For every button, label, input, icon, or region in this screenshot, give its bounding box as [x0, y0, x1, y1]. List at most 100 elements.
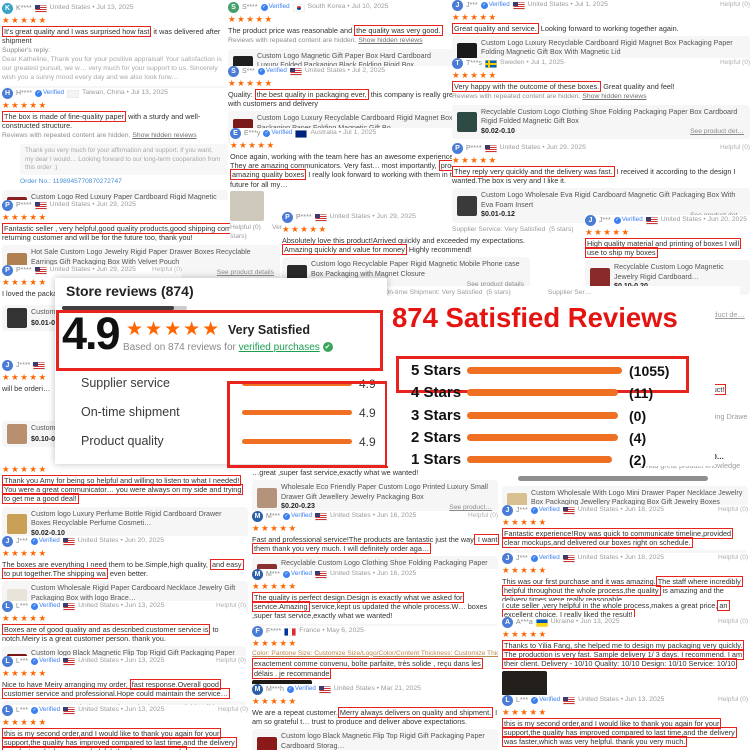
see-product-details-link[interactable]: See product det… [687, 128, 744, 138]
show-hidden-reviews-link[interactable]: Show hidden reviews [582, 92, 647, 100]
reviewer-name: M***h [266, 685, 284, 693]
country-flag-icon [645, 216, 658, 225]
review-photo[interactable] [502, 670, 547, 697]
verified-badge: Verified [614, 216, 643, 224]
scrollbar-fragment[interactable] [518, 476, 708, 481]
see-product-details-link[interactable]: See product details [463, 280, 524, 290]
country-flag-icon [33, 361, 46, 370]
country-flag-icon [63, 602, 76, 611]
breakdown-bar [467, 367, 622, 374]
review-text: Quality: the best quality in packaging e… [228, 88, 465, 109]
helpful-button[interactable]: Helpful (0) [218, 706, 248, 714]
reviewer-name: E***y [244, 129, 261, 137]
review-text: I loved the packagi… [2, 289, 182, 298]
verified-purchases-link[interactable]: verified purchases [238, 342, 320, 353]
hidden-note-text: Reviews with repeated content are hidden… [2, 132, 133, 140]
review-header: F F**** France • May 6, 2025 [252, 626, 498, 637]
breakdown-count: (1055) [629, 363, 670, 379]
product-card[interactable]: Custom logo Black Magnetic Flip Top Rigi… [252, 729, 498, 750]
breakdown-row: 2 Stars (4) [387, 429, 715, 447]
hidden-reviews-note: Reviews with repeated content are hidden… [452, 93, 750, 102]
metric-row: Product quality 4.9 [55, 434, 387, 452]
see-product-details-link[interactable]: See product… [446, 504, 492, 513]
helpful-button[interactable]: Helpful (0) [718, 506, 748, 514]
highlighted-text: the best quality in packaging ever, [254, 88, 369, 100]
helpful-button[interactable]: Helpful (0) [720, 59, 750, 67]
reviewer-name: M*** [266, 512, 281, 520]
variant-attributes-links[interactable]: Color: Pantone Size: Customize Size/Logo… [252, 649, 498, 657]
show-hidden-reviews-link[interactable]: Show hidden reviews [132, 132, 197, 140]
breakdown-label: 1 Stars [411, 451, 462, 469]
see-product-details-link[interactable]: See product details [213, 268, 274, 278]
headline-title: 874 Satisfied Reviews [392, 302, 678, 333]
star-rating: ★★★★★ [2, 464, 48, 474]
order-number-link[interactable]: Order No.: 1198945770870272747 [20, 178, 122, 186]
star-rating: ★★★★★ [228, 78, 274, 88]
scrollbar-thumb[interactable] [62, 306, 174, 310]
review-header: K K**** United States • Jul 13, 2025 [2, 3, 228, 14]
reviewer-name: P**** [16, 201, 32, 209]
breakdown-count: (2) [629, 452, 647, 469]
review-header: MM***Verified United States • Jun 16, 202… [252, 511, 498, 522]
product-card[interactable]: Custom logo Luxury Perfume Bottle Rigid … [2, 506, 248, 542]
review-meta: United States • Jun 13, 2025 [78, 706, 165, 714]
panel-scrollbar[interactable] [62, 306, 187, 310]
supplier-reply-text: Dear Katheline, Thank you for your posit… [2, 56, 222, 81]
country-flag-icon [314, 213, 327, 222]
review-text: Great quality and service. Looking forwa… [452, 22, 750, 34]
helpful-button[interactable]: Helpful (0) [720, 1, 750, 9]
reviewer-avatar: J [2, 360, 13, 371]
product-thumbnail [7, 308, 27, 328]
review-photo[interactable] [230, 191, 264, 222]
product-card[interactable]: Recyclable Custom Logo Clothing Shoe Fol… [452, 104, 750, 140]
review-text-part: This was our first purchase and it was a… [502, 576, 656, 586]
reviewer-name: S**** [242, 3, 258, 11]
highlighted-text: fast response.Overall good customer serv… [2, 678, 230, 699]
reviewer-avatar: L [2, 601, 13, 612]
breakdown-bar [467, 456, 612, 464]
highlighted-text: I want them thank you very much. I will … [252, 533, 500, 554]
review-text: This was our first purchase and it was a… [502, 575, 748, 605]
star-rating: ★★★★★ [452, 70, 498, 80]
helpful-button[interactable]: Helpful (0) [718, 618, 748, 626]
helpful-button[interactable]: Helpful (0) [718, 696, 748, 704]
review-header: A A***a Ukraine • Jun 13, 2025 Helpful (0) [502, 617, 748, 628]
star-rating: ★★★★★ [282, 224, 328, 234]
country-flag-icon [535, 618, 548, 627]
review-text-part: Nice to have Meiry arranging my order, [2, 679, 130, 689]
verified-badge: Verified [283, 512, 312, 520]
helpful-button[interactable]: Helpful (0) [468, 512, 498, 520]
reviewer-avatar: P [282, 212, 293, 223]
review-meta: United States • Jun 13, 2025 [78, 657, 165, 665]
reviewer-name: J*** [466, 1, 478, 9]
helpful-button[interactable]: Helpful (0) [720, 144, 750, 152]
helpful-button[interactable]: Helpful (0) [718, 554, 748, 562]
country-flag-icon [484, 144, 497, 153]
show-hidden-reviews-link[interactable]: Show hidden reviews [358, 36, 423, 44]
highlighted-text: Great quality and service. [452, 22, 539, 34]
country-flag-icon [34, 201, 47, 210]
helpful-button[interactable]: Helpful (0) [216, 602, 246, 610]
reviewer-name: L*** [516, 696, 529, 704]
helpful-button[interactable]: Helpful (0) [216, 657, 246, 665]
review-meta: United States • Jun 20, 2025 [660, 216, 747, 224]
country-flag-icon [284, 627, 297, 636]
verified-badge: Verified [35, 89, 64, 97]
product-card[interactable]: Wholesale Eco Friendly Paper Custom Logo… [252, 480, 498, 515]
highlighted-text: the quality was very good. [354, 24, 443, 36]
overall-score: 4.9 [62, 308, 121, 359]
product-info: Custom Logo Wholesale Eva Rigid Cardboar… [481, 191, 745, 219]
reviewer-avatar: L [2, 705, 13, 716]
highlighted-text: an excellent choice. I really liked the … [502, 600, 730, 621]
country-flag-icon [34, 4, 47, 13]
product-title: Custom logo Black Magnetic Flip Top Rigi… [281, 732, 485, 750]
product-price: $0.20-0.23 [281, 502, 315, 511]
helpful-button[interactable]: Helpful (0) [152, 266, 182, 274]
hidden-reviews-note: Reviews with repeated content are hidden… [228, 37, 456, 46]
review-meta: United States • Jun 20, 2025 [77, 537, 164, 545]
review-text: er Packing Drawe [690, 412, 750, 421]
review-card: MM***hVerified United States • Mar 21, 20… [252, 684, 498, 750]
hidden-note-text: Reviews with repeated content are hidden… [452, 92, 583, 100]
review-meta: United States • Jun 16, 2025 [330, 570, 417, 578]
